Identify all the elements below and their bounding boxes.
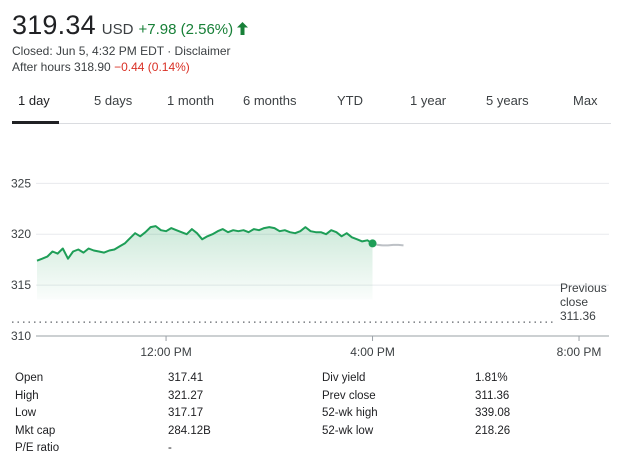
stats-row-open: Open 317.41 Div yield 1.81%	[15, 372, 615, 390]
price-line	[36, 225, 374, 262]
y-tick-label: 325	[11, 176, 31, 190]
stat-label-div-yield: Div yield	[322, 372, 366, 384]
previous-close-value: 311.36	[560, 309, 596, 323]
tab-ytd[interactable]: YTD	[337, 93, 363, 108]
x-tick-label: 12:00 PM	[140, 345, 191, 359]
tab-max[interactable]: Max	[573, 93, 598, 108]
stat-label-52wk-high: 52-wk high	[322, 407, 378, 419]
currency-label: USD	[101, 21, 134, 38]
meta-separator: ·	[163, 44, 175, 58]
close-point-marker	[368, 239, 377, 248]
previous-close-label-2: close	[560, 295, 588, 309]
time-range-tabs: 1 day 5 days 1 month 6 months YTD 1 year…	[12, 84, 611, 124]
stats-row-pe-ratio: P/E ratio -	[15, 442, 615, 460]
stat-value-high: 321.27	[168, 389, 204, 402]
stat-label-52wk-low: 52-wk low	[322, 424, 374, 437]
tab-5-days[interactable]: 5 days	[94, 93, 133, 108]
stats-table: Open 317.41 Div yield 1.81% High 321.27 …	[15, 372, 615, 460]
stats-row-mkt-cap: Mkt cap 284.12B 52-wk low 218.26	[15, 425, 615, 443]
price-change-value: +7.98 (2.56%)	[138, 21, 234, 38]
arrow-up-icon	[237, 22, 249, 39]
stat-label-low: Low	[15, 407, 37, 419]
after-hours-change: −0.44 (0.14%)	[114, 60, 190, 74]
after-hours-price: After hours 318.90	[12, 60, 111, 74]
tab-6-months[interactable]: 6 months	[243, 93, 297, 108]
y-tick-label: 315	[11, 278, 31, 292]
tab-1-month[interactable]: 1 month	[167, 93, 214, 108]
after-hours-line	[372, 242, 404, 247]
quote-header: 319.34 USD +7.98 (2.56%) Closed: Jun 5, …	[12, 10, 612, 74]
price-area-fill	[37, 226, 373, 300]
stat-label-open: Open	[15, 372, 44, 384]
stat-label-high: High	[15, 389, 39, 402]
stat-label-mkt-cap: Mkt cap	[15, 424, 56, 437]
price-chart[interactable]: 325 320 315 310 12:00 PM 4:00 PM 8:00 PM Previo…	[0, 140, 623, 365]
stat-label-prev-close: Prev close	[322, 389, 376, 402]
market-status: Closed: Jun 5, 4:32 PM EDT · Disclaimer	[12, 44, 612, 58]
stat-value-prev-close: 311.36	[475, 389, 510, 402]
stat-value-low: 317.17	[168, 407, 204, 419]
stat-value-52wk-low: 218.26	[475, 424, 511, 437]
price-row: 319.34 USD +7.98 (2.56%)	[12, 10, 612, 41]
tab-1-day[interactable]: 1 day	[18, 93, 50, 108]
stats-row-high: High 321.27 Prev close 311.36	[15, 390, 615, 408]
stat-value-52wk-high: 339.08	[475, 407, 511, 419]
after-hours: After hours 318.90 −0.44 (0.14%)	[12, 60, 612, 74]
x-tick-label: 8:00 PM	[557, 345, 602, 359]
stat-value-div-yield: 1.81%	[475, 372, 508, 384]
tab-1-year[interactable]: 1 year	[410, 93, 447, 108]
price-change: +7.98 (2.56%)	[138, 21, 249, 39]
stats-row-low: Low 317.17 52-wk high 339.08	[15, 407, 615, 425]
y-tick-label: 310	[11, 329, 31, 343]
tab-5-years[interactable]: 5 years	[486, 93, 529, 108]
x-tick-label: 4:00 PM	[350, 345, 395, 359]
stat-value-mkt-cap: 284.12B	[168, 424, 211, 437]
stat-label-pe-ratio: P/E ratio	[15, 442, 60, 454]
stat-value-pe-ratio: -	[168, 442, 172, 454]
stat-value-open: 317.41	[168, 372, 204, 384]
y-tick-label: 320	[11, 227, 31, 241]
stock-price: 319.34	[12, 10, 96, 40]
previous-close-label: Previous	[560, 281, 607, 295]
disclaimer-link[interactable]: Disclaimer	[174, 44, 231, 58]
active-tab-indicator	[12, 121, 59, 124]
closed-time: Closed: Jun 5, 4:32 PM EDT	[12, 44, 164, 58]
